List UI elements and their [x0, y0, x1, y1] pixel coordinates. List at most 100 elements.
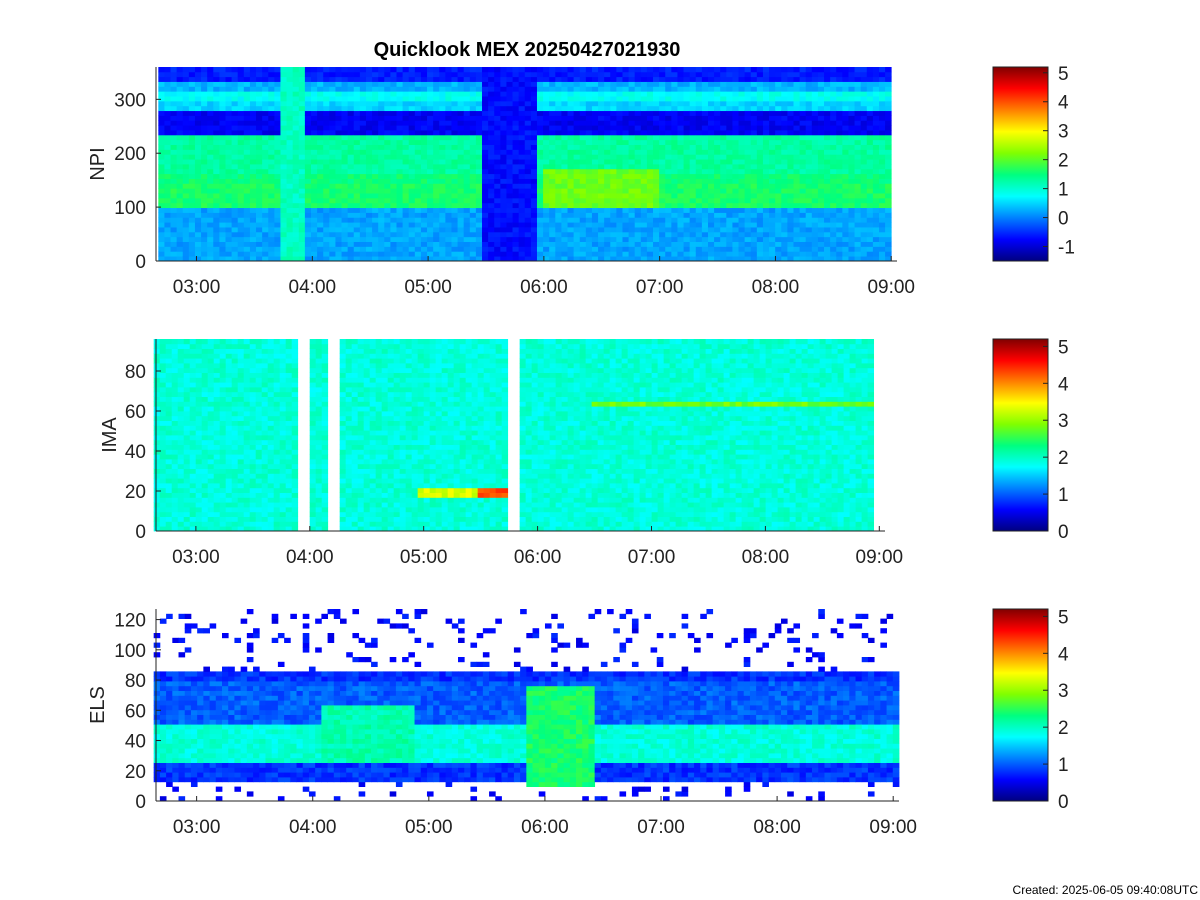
heatmap-cell: [311, 100, 318, 107]
heatmap-cell: [469, 159, 477, 165]
heatmap-cell: [879, 202, 886, 209]
heatmap-cell: [836, 120, 843, 126]
heatmap-cell: [243, 71, 251, 78]
heatmap-cell: [659, 188, 666, 194]
heatmap-cell: [396, 251, 404, 257]
heatmap-cell: [744, 76, 752, 82]
heatmap-cell: [701, 130, 709, 136]
heatmap-cell: [359, 125, 367, 131]
heatmap-cell: [365, 212, 373, 218]
heatmap-cell: [402, 197, 410, 204]
heatmap-cell: [170, 154, 178, 160]
heatmap-cell: [335, 246, 342, 252]
heatmap-cell: [659, 76, 666, 82]
heatmap-cell: [153, 382, 161, 388]
heatmap-cell: [787, 86, 794, 92]
heatmap-cell: [347, 236, 355, 242]
heatmap-cell: [824, 154, 831, 160]
heatmap-cell: [317, 144, 324, 150]
heatmap-cell: [793, 207, 800, 213]
heatmap-cell: [164, 173, 171, 179]
heatmap-cell: [153, 492, 161, 498]
heatmap-cell: [701, 183, 709, 189]
heatmap-cell: [225, 251, 233, 257]
heatmap-cell: [573, 67, 581, 73]
heatmap-cell: [689, 81, 697, 87]
heatmap-cell: [292, 159, 300, 165]
heatmap-cell: [201, 96, 208, 102]
heatmap-cell: [518, 178, 526, 184]
heatmap-cell: [176, 246, 184, 252]
heatmap-cell: [165, 439, 173, 445]
heatmap-cell: [482, 256, 489, 262]
heatmap-cell: [231, 76, 239, 82]
heatmap-cell: [280, 105, 287, 112]
heatmap-cell: [482, 246, 489, 252]
heatmap-cell: [689, 256, 697, 262]
heatmap-cell: [469, 164, 477, 170]
heatmap-cell: [280, 120, 287, 126]
heatmap-cell: [153, 497, 161, 503]
heatmap-cell: [164, 241, 171, 247]
heatmap-cell: [622, 251, 629, 257]
heatmap-cell: [451, 222, 458, 228]
heatmap-cell: [433, 246, 440, 252]
heatmap-cell: [286, 154, 294, 160]
heatmap-cell: [732, 236, 739, 242]
heatmap-cell: [677, 134, 684, 141]
heatmap-cell: [225, 159, 233, 165]
heatmap-cell: [750, 217, 758, 223]
heatmap-cell: [836, 256, 843, 262]
heatmap-cell: [732, 168, 739, 175]
heatmap-cell: [793, 105, 800, 112]
heatmap-cell: [165, 516, 173, 522]
heatmap-cell: [726, 115, 733, 121]
heatmap-cell: [390, 193, 397, 199]
heatmap-cell: [170, 91, 178, 97]
heatmap-cell: [677, 81, 684, 87]
heatmap-cell: [170, 246, 178, 252]
heatmap-cell: [720, 217, 727, 223]
heatmap-cell: [158, 256, 165, 262]
heatmap-cell: [671, 91, 678, 97]
heatmap-cell: [616, 178, 623, 184]
heatmap-cell: [153, 387, 161, 393]
heatmap-cell: [268, 246, 275, 252]
heatmap-cell: [506, 227, 513, 233]
heatmap-cell: [653, 202, 660, 209]
heatmap-cell: [714, 100, 721, 107]
heatmap-cell: [341, 81, 349, 87]
heatmap-cell: [598, 110, 605, 116]
heatmap-cell: [726, 193, 733, 199]
heatmap-cell: [604, 100, 611, 107]
heatmap-cell: [475, 91, 483, 97]
heatmap-cell: [274, 125, 281, 131]
heatmap-cell: [744, 144, 752, 150]
heatmap-cell: [787, 217, 794, 223]
heatmap-cell: [738, 202, 746, 209]
heatmap-cell: [598, 130, 605, 136]
heatmap-cell: [848, 67, 855, 73]
heatmap-cell: [353, 120, 361, 126]
heatmap-cell: [249, 164, 257, 170]
heatmap-cell: [762, 96, 770, 102]
heatmap-cell: [225, 91, 233, 97]
heatmap-cell: [866, 207, 874, 213]
heatmap-cell: [665, 178, 672, 184]
heatmap-cell: [249, 212, 257, 218]
heatmap-cell: [329, 217, 336, 223]
heatmap-cell: [286, 115, 294, 121]
heatmap-cell: [799, 81, 807, 87]
heatmap-cell: [616, 130, 623, 136]
heatmap-cell: [585, 120, 593, 126]
heatmap-cell: [396, 139, 404, 145]
heatmap-cell: [628, 193, 636, 199]
heatmap-cell: [793, 100, 800, 107]
heatmap-cell: [390, 86, 397, 92]
heatmap-cell: [176, 96, 184, 102]
heatmap-cell: [567, 81, 575, 87]
heatmap-cell: [854, 144, 862, 150]
heatmap-cell: [781, 217, 788, 223]
heatmap-cell: [653, 81, 660, 87]
heatmap-cell: [414, 178, 422, 184]
